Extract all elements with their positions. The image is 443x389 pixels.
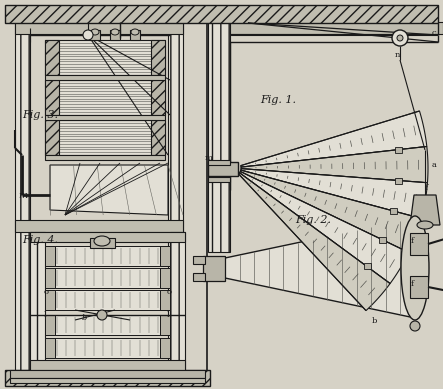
Text: Fig. 4.: Fig. 4. [22, 235, 58, 245]
Text: f: f [411, 280, 414, 288]
Bar [45, 120, 59, 155]
Text: Fig. 2.: Fig. 2. [295, 215, 331, 225]
Ellipse shape [94, 236, 110, 246]
Text: m: m [205, 154, 213, 162]
Bar [208, 162, 238, 176]
Text: l: l [44, 311, 47, 319]
Bar [193, 256, 205, 264]
Bar [160, 246, 170, 266]
Bar [45, 268, 170, 288]
Text: n: n [395, 51, 400, 59]
Bar [410, 276, 428, 298]
Bar [45, 40, 59, 75]
Text: b: b [371, 317, 377, 326]
Ellipse shape [91, 29, 99, 35]
Polygon shape [240, 170, 421, 252]
Bar [160, 338, 170, 358]
Bar [45, 80, 165, 115]
Bar [160, 268, 170, 288]
Text: Fig. 1.: Fig. 1. [260, 95, 296, 105]
Text: f: f [411, 237, 414, 245]
Text: o: o [44, 288, 49, 296]
Bar [10, 370, 205, 378]
Polygon shape [241, 111, 427, 167]
Text: l: l [167, 311, 170, 319]
Text: c: c [432, 29, 437, 37]
Bar [30, 232, 185, 242]
Polygon shape [410, 195, 440, 225]
Bar [170, 232, 185, 370]
Bar [5, 5, 438, 23]
Text: o: o [167, 288, 172, 296]
Bar [45, 246, 55, 266]
Bar [45, 338, 55, 358]
Ellipse shape [111, 29, 119, 35]
Polygon shape [238, 173, 390, 310]
Polygon shape [50, 165, 168, 215]
Bar [30, 360, 185, 370]
Bar [45, 75, 165, 80]
Bar [45, 120, 165, 155]
Bar [10, 378, 205, 383]
Bar [151, 80, 165, 115]
Bar [45, 290, 55, 310]
Ellipse shape [410, 321, 420, 331]
Ellipse shape [83, 30, 93, 40]
Bar [90, 30, 100, 40]
Bar [160, 290, 170, 310]
Ellipse shape [392, 30, 408, 46]
Bar [395, 177, 402, 184]
Polygon shape [241, 168, 427, 219]
Bar [15, 220, 183, 232]
Ellipse shape [417, 221, 433, 229]
Bar [379, 237, 386, 243]
Bar [15, 22, 183, 34]
Bar [130, 30, 140, 40]
Bar [90, 238, 115, 248]
Polygon shape [241, 147, 428, 183]
Bar [160, 315, 170, 335]
Bar [203, 256, 225, 281]
Bar [5, 370, 210, 386]
Bar [390, 208, 397, 214]
Bar [45, 115, 165, 120]
Bar [230, 22, 443, 34]
Polygon shape [225, 218, 415, 318]
Bar [15, 22, 30, 370]
Bar [208, 22, 230, 252]
Bar [45, 40, 165, 75]
Ellipse shape [97, 310, 107, 320]
Text: b: b [82, 314, 87, 322]
Text: f: f [425, 184, 428, 192]
Text: Fig. 3.: Fig. 3. [22, 110, 58, 120]
Text: a: a [432, 161, 437, 169]
Bar [45, 246, 170, 266]
Bar [208, 160, 230, 165]
Bar [45, 315, 170, 335]
Bar [110, 30, 120, 40]
Bar [45, 338, 170, 358]
Bar [45, 315, 55, 335]
Bar [45, 80, 59, 115]
Bar [193, 273, 205, 281]
Bar [208, 177, 230, 182]
Bar [395, 147, 402, 153]
Ellipse shape [397, 35, 403, 41]
Bar [45, 155, 165, 160]
Bar [30, 232, 45, 370]
Bar [364, 263, 370, 269]
Bar [151, 120, 165, 155]
Ellipse shape [131, 29, 139, 35]
Bar [45, 268, 55, 288]
Text: m: m [18, 191, 27, 200]
Bar [410, 233, 428, 255]
Bar [151, 40, 165, 75]
Ellipse shape [401, 216, 429, 320]
Bar [168, 22, 183, 370]
Bar [45, 290, 170, 310]
Polygon shape [240, 172, 409, 284]
